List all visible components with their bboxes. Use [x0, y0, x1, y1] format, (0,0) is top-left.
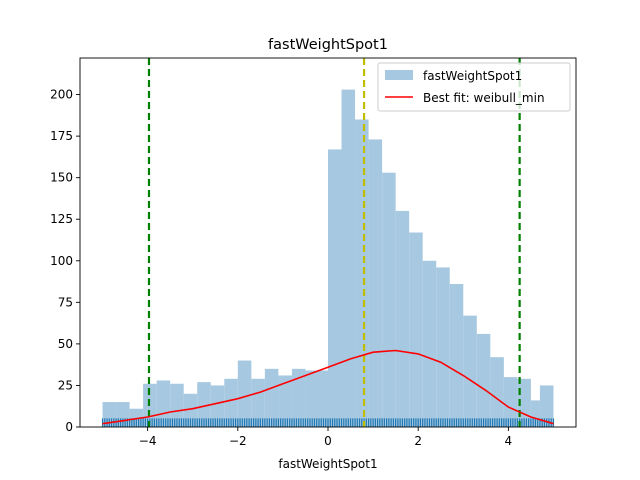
histogram-bar [355, 119, 369, 427]
histogram-bar [368, 139, 383, 427]
x-tick-label: −4 [139, 434, 157, 448]
legend-swatch-histogram [385, 70, 413, 80]
best-fit-line [102, 349, 554, 425]
histogram-bar [170, 383, 184, 427]
legend-label-best-fit: Best fit: weibull_min [423, 91, 545, 105]
histogram-bar [278, 375, 292, 427]
x-axis-ticks: −4 −2 0 2 4 [139, 427, 512, 448]
histogram-bar [382, 172, 396, 427]
histogram-bar [490, 357, 504, 427]
histogram-bar [341, 89, 356, 427]
histogram-bar [264, 368, 279, 427]
histogram-bar [422, 260, 437, 427]
rug-ticks [101, 418, 555, 427]
legend-label-histogram: fastWeightSpot1 [423, 69, 522, 83]
histogram-bar [328, 149, 342, 427]
histogram-bar [129, 408, 144, 427]
histogram-bar [102, 402, 117, 427]
histogram-bar [530, 400, 540, 427]
x-axis-label: fastWeightSpot1 [278, 457, 377, 471]
y-tick-label: 50 [58, 337, 73, 351]
chart-title: fastWeightSpot1 [268, 37, 388, 53]
legend-box [377, 62, 571, 112]
histogram-bar [436, 267, 450, 427]
histogram-bar [183, 393, 198, 427]
x-tick-label: 0 [324, 434, 332, 448]
histogram-bar [305, 370, 319, 427]
histogram-bar [237, 360, 252, 427]
y-tick-label: 200 [50, 88, 73, 102]
y-tick-label: 100 [50, 254, 73, 268]
histogram-bar [395, 210, 410, 427]
histogram-bar [156, 380, 171, 427]
histogram-bar [463, 315, 477, 427]
y-tick-label: 25 [58, 378, 73, 392]
y-axis-ticks: 0 25 50 75 100 125 150 175 200 [50, 88, 80, 434]
histogram-bar [224, 378, 238, 427]
y-tick-label: 125 [50, 212, 73, 226]
histogram-bar [539, 385, 554, 427]
y-tick-label: 150 [50, 171, 73, 185]
histogram-bar [476, 333, 491, 427]
x-tick-label: −2 [229, 434, 247, 448]
histogram-bar [449, 284, 464, 427]
histogram-bar [291, 368, 306, 427]
legend: fastWeightSpot1 Best fit: weibull_min [377, 62, 571, 112]
y-tick-label: 0 [65, 420, 73, 434]
histogram-bar [210, 385, 225, 427]
histogram-bar [197, 382, 211, 427]
y-tick-label: 75 [58, 295, 73, 309]
vertical-lines [147, 58, 521, 427]
x-tick-label: 4 [505, 434, 513, 448]
y-tick-label: 175 [50, 129, 73, 143]
histogram-bar [409, 232, 423, 427]
histogram-bar [318, 370, 328, 427]
x-tick-label: 2 [414, 434, 422, 448]
histogram-bars [102, 89, 554, 427]
histogram-bar [503, 377, 518, 427]
